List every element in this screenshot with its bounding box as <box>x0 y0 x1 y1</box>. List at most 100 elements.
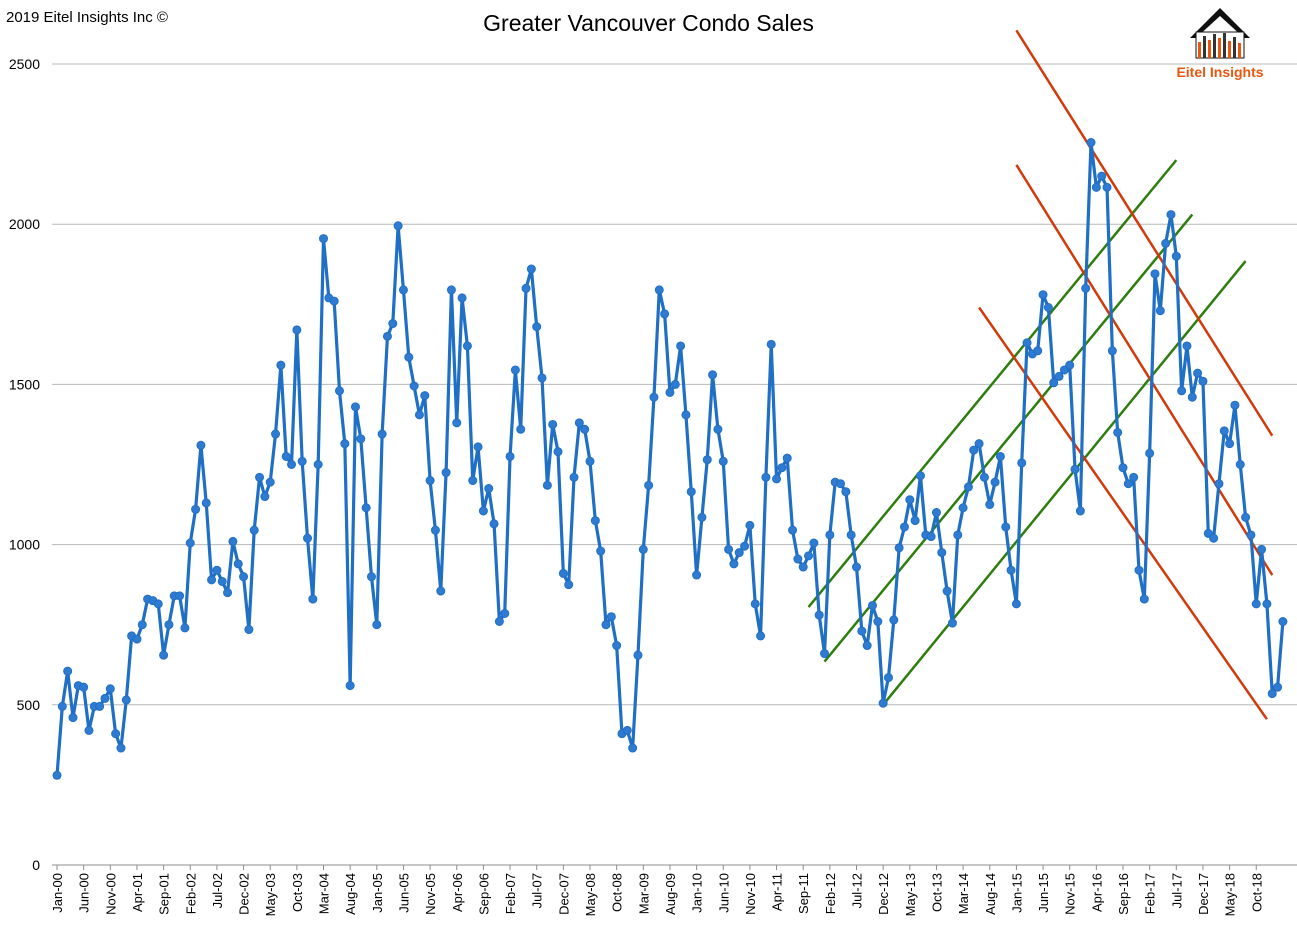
data-point <box>926 532 936 542</box>
x-tick-label: Oct-18 <box>1249 873 1264 912</box>
data-point <box>1006 565 1016 575</box>
data-point <box>1209 533 1219 543</box>
data-point <box>1102 182 1112 192</box>
data-point <box>521 283 531 293</box>
data-point <box>137 620 147 630</box>
data-point <box>398 285 408 295</box>
data-point <box>260 492 270 502</box>
data-point <box>899 522 909 532</box>
data-point <box>484 484 494 494</box>
data-point <box>1086 137 1096 147</box>
data-point <box>1155 306 1165 316</box>
data-point <box>409 381 419 391</box>
x-tick-label: Jun-00 <box>77 873 92 913</box>
data-point <box>702 455 712 465</box>
data-point <box>457 293 467 303</box>
green-trend-line <box>823 213 1194 663</box>
data-point <box>745 520 755 530</box>
data-point <box>1230 400 1240 410</box>
data-point <box>1091 182 1101 192</box>
data-point <box>638 544 648 554</box>
data-point <box>356 434 366 444</box>
data-point <box>862 641 872 651</box>
data-point <box>271 429 281 439</box>
data-point <box>1049 378 1059 388</box>
house-bars-icon <box>1190 8 1250 59</box>
data-point <box>1118 463 1128 473</box>
data-point <box>366 572 376 582</box>
data-point <box>244 625 254 635</box>
data-point <box>910 516 920 526</box>
x-tick-label: Jul-02 <box>210 873 225 908</box>
data-point <box>388 319 398 329</box>
x-tick-label: Nov-05 <box>423 873 438 915</box>
data-point <box>494 616 504 626</box>
data-point <box>585 456 595 466</box>
data-point <box>569 472 579 482</box>
data-point <box>116 743 126 753</box>
data-point <box>1267 689 1277 699</box>
data-point <box>676 341 686 351</box>
data-point <box>468 476 478 486</box>
x-tick-label: Nov-10 <box>743 873 758 915</box>
data-point <box>670 379 680 389</box>
data-point <box>95 701 105 711</box>
x-tick-label: May-13 <box>903 873 918 916</box>
data-point <box>510 365 520 375</box>
x-tick-label: Aug-04 <box>343 873 358 915</box>
data-point <box>1161 238 1171 248</box>
x-tick-label: Jul-07 <box>530 873 545 908</box>
logo-text: Eitel Insights <box>1176 64 1264 80</box>
data-point <box>969 445 979 455</box>
data-point <box>836 479 846 489</box>
data-point <box>729 559 739 569</box>
x-tick-label: Dec-07 <box>556 873 571 915</box>
data-point <box>228 536 238 546</box>
data-point <box>526 264 536 274</box>
x-tick-label: Jan-00 <box>50 873 65 913</box>
data-point <box>153 599 163 609</box>
x-tick-label: May-08 <box>583 873 598 916</box>
data-point <box>372 620 382 630</box>
y-tick-label: 2500 <box>9 56 40 72</box>
x-tick-label: Feb-02 <box>183 873 198 914</box>
data-point <box>308 594 318 604</box>
x-tick-label: Sep-11 <box>796 873 811 914</box>
data-point <box>57 701 67 711</box>
data-point <box>276 360 286 370</box>
data-point <box>974 439 984 449</box>
x-tick-label: Jan-10 <box>690 873 705 913</box>
copyright-text: 2019 Eitel Insights Inc © <box>6 9 168 26</box>
data-point <box>132 634 142 644</box>
data-point <box>265 477 275 487</box>
data-point <box>660 309 670 319</box>
data-point <box>63 666 73 676</box>
x-tick-label: Jul-17 <box>1169 873 1184 908</box>
x-tick-label: Jan-05 <box>370 873 385 913</box>
data-point <box>574 418 584 428</box>
data-point <box>1246 530 1256 540</box>
sales-series <box>52 137 1288 780</box>
data-point <box>942 586 952 596</box>
data-point <box>772 474 782 484</box>
data-point <box>1219 426 1229 436</box>
x-tick-label: Feb-07 <box>503 873 518 914</box>
data-point <box>596 546 606 556</box>
data-point <box>1113 427 1123 437</box>
data-point <box>1065 360 1075 370</box>
data-point <box>953 530 963 540</box>
data-point <box>100 693 110 703</box>
data-point <box>1278 616 1288 626</box>
data-point <box>255 472 265 482</box>
data-point <box>420 391 430 401</box>
data-point <box>820 649 830 659</box>
data-point <box>52 770 62 780</box>
data-point <box>686 487 696 497</box>
data-point <box>1081 283 1091 293</box>
data-point <box>180 623 190 633</box>
data-point <box>1011 599 1021 609</box>
data-point <box>995 451 1005 461</box>
x-tick-label: Jun-15 <box>1036 873 1051 913</box>
data-point <box>1129 472 1139 482</box>
x-tick-label: Dec-17 <box>1196 873 1211 915</box>
